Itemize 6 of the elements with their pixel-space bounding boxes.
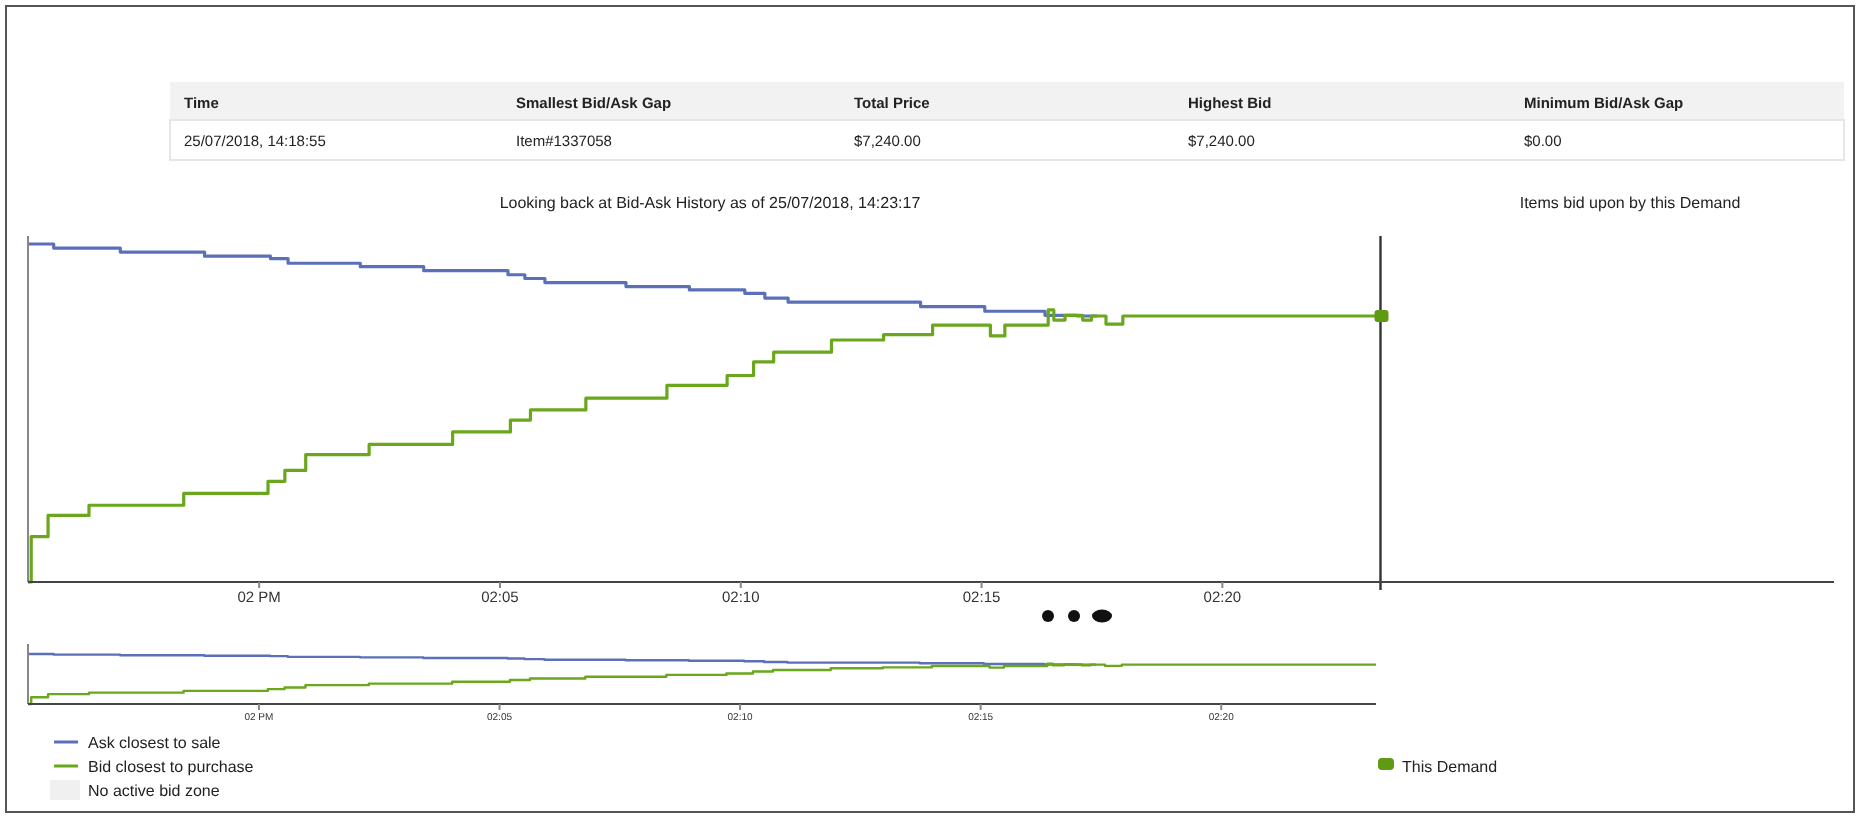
text: Items bid upon by this Demand: [1519, 194, 1741, 212]
chart-title: Looking back at Bid-Ask History as of 25/07/2018, 14:23:17: [499, 194, 922, 212]
legend-label: Bid closest to purchase: [88, 758, 255, 776]
legend-label: This Demand: [1402, 758, 1498, 776]
text: No active bid zone: [88, 782, 221, 800]
legend-label: Ask closest to sale: [88, 734, 222, 752]
